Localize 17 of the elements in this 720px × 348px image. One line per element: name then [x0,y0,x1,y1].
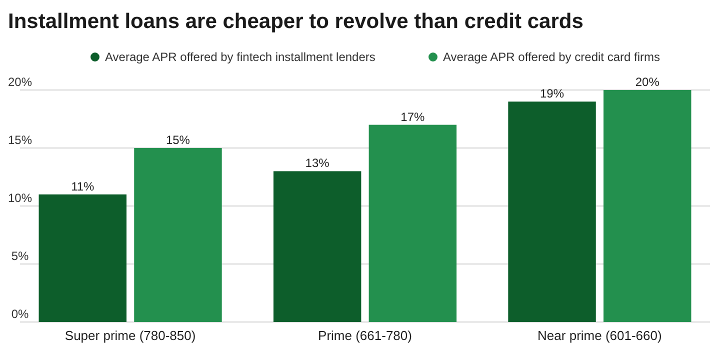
data-label: 20% [635,75,660,89]
x-tick-label: Prime (661-780) [318,328,412,343]
y-tick-label: 15% [8,133,32,147]
data-label: 13% [305,156,330,170]
y-tick-label: 10% [8,191,32,205]
y-tick-label: 0% [11,307,29,321]
data-label: 19% [540,86,564,101]
data-label: 15% [166,133,190,147]
legend-label: Average APR offered by credit card firms [443,50,660,64]
y-tick-label: 5% [11,249,29,263]
legend-label: Average APR offered by fintech installment lenders [105,50,376,64]
x-tick-label: Near prime (601-660) [538,328,662,343]
chart-title: Installment loans are cheaper to revolve than credit cards [8,10,584,33]
y-tick-label: 20% [8,75,32,89]
data-label: 17% [400,110,426,124]
data-label: 11% [71,179,95,194]
x-tick-label: Super prime (780-850) [64,328,196,343]
